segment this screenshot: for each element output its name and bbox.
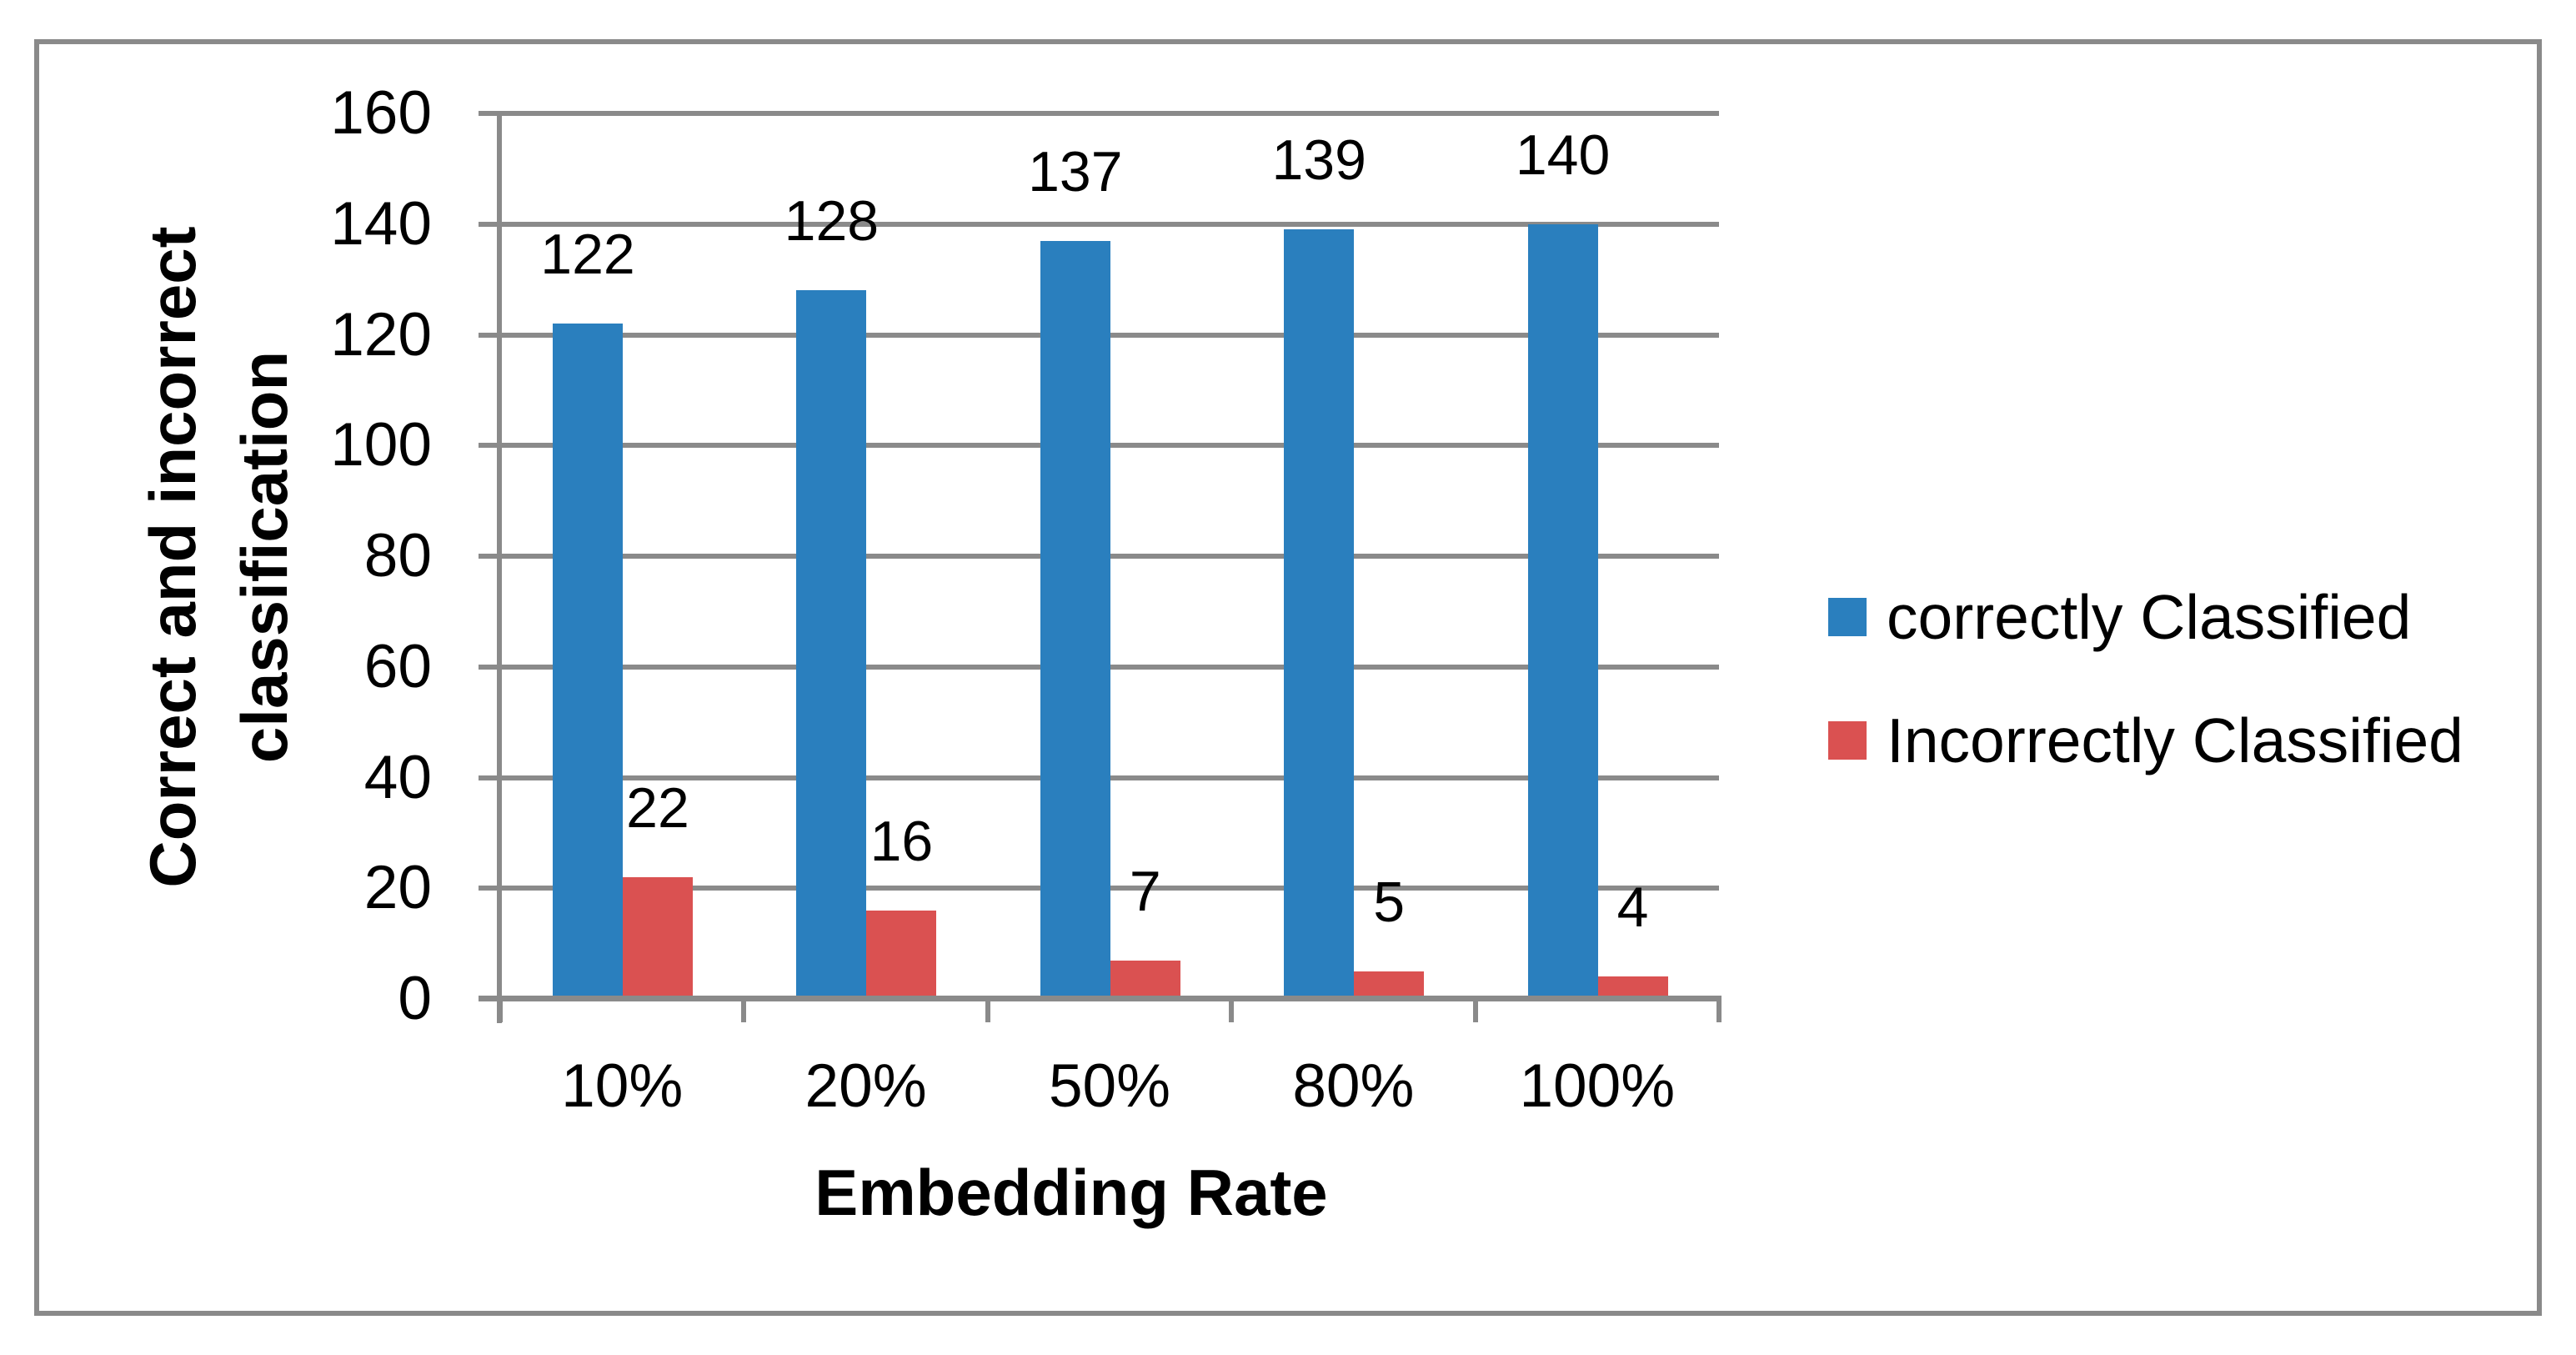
y-tick-label-160: 160 <box>330 79 432 147</box>
legend-label-correctly-classified: correctly Classified <box>1887 582 2412 652</box>
y-tick-label-100: 100 <box>330 411 432 479</box>
x-tick-1 <box>741 996 747 1022</box>
y-tick-60 <box>479 664 500 670</box>
legend-item-incorrectly-classified: Incorrectly Classified <box>1828 702 2463 779</box>
x-tick-3 <box>1229 996 1235 1022</box>
y-tick-160 <box>479 111 500 116</box>
data-label-incorrectly-classified-50%: 7 <box>1129 859 1161 923</box>
bar-incorrectly-classified-80% <box>1354 971 1425 999</box>
bar-correctly-classified-20% <box>796 290 867 999</box>
gridline-140 <box>500 221 1719 227</box>
y-tick-label-120: 120 <box>330 300 432 369</box>
x-tick-5 <box>1716 996 1722 1022</box>
legend-swatch-correctly-classified <box>1828 598 1867 636</box>
y-tick-40 <box>479 775 500 780</box>
bar-incorrectly-classified-100% <box>1597 976 1668 999</box>
x-tick-label-100%: 100% <box>1519 1052 1676 1120</box>
data-label-correctly-classified-100%: 140 <box>1515 123 1611 187</box>
x-tick-4 <box>1472 996 1478 1022</box>
data-label-incorrectly-classified-100%: 4 <box>1616 876 1649 940</box>
x-axis-title: Embedding Rate <box>814 1156 1328 1229</box>
bar-incorrectly-classified-50% <box>1110 960 1180 999</box>
y-tick-label-80: 80 <box>363 522 432 590</box>
x-axis-line <box>479 996 1719 1001</box>
x-tick-label-50%: 50% <box>1048 1052 1171 1120</box>
x-tick-label-80%: 80% <box>1292 1052 1415 1120</box>
data-label-correctly-classified-10%: 122 <box>540 223 635 287</box>
x-tick-2 <box>985 996 990 1022</box>
y-tick-label-0: 0 <box>398 965 432 1032</box>
data-label-incorrectly-classified-10%: 22 <box>626 775 689 840</box>
y-tick-label-20: 20 <box>363 854 432 922</box>
x-tick-label-10%: 10% <box>561 1052 684 1120</box>
legend-swatch-incorrectly-classified <box>1828 721 1867 760</box>
y-tick-140 <box>479 221 500 227</box>
y-axis-line <box>497 111 502 1023</box>
data-label-correctly-classified-20%: 128 <box>784 189 880 253</box>
bar-correctly-classified-10% <box>553 324 623 999</box>
bar-correctly-classified-100% <box>1527 223 1598 999</box>
y-tick-120 <box>479 332 500 338</box>
y-tick-label-140: 140 <box>330 189 432 258</box>
data-label-correctly-classified-80%: 139 <box>1271 128 1366 193</box>
gridline-160 <box>500 111 1719 116</box>
y-tick-100 <box>479 443 500 449</box>
y-tick-80 <box>479 554 500 559</box>
x-tick-label-20%: 20% <box>804 1052 927 1120</box>
data-label-incorrectly-classified-20%: 16 <box>870 809 934 873</box>
data-label-incorrectly-classified-80%: 5 <box>1373 870 1406 934</box>
y-axis-title-line2: classification <box>228 350 301 764</box>
bar-incorrectly-classified-20% <box>866 910 937 999</box>
legend: correctly Classified Incorrectly Classif… <box>1828 579 2463 779</box>
y-tick-label-40: 40 <box>363 743 432 811</box>
bar-correctly-classified-50% <box>1040 240 1110 999</box>
y-tick-20 <box>479 886 500 891</box>
data-label-correctly-classified-50%: 137 <box>1028 139 1123 203</box>
y-tick-label-60: 60 <box>363 632 432 700</box>
legend-label-incorrectly-classified: Incorrectly Classified <box>1887 705 2463 775</box>
bar-incorrectly-classified-10% <box>623 876 693 999</box>
legend-item-correctly-classified: correctly Classified <box>1828 579 2463 655</box>
y-axis-title-line1: Correct and incorrect <box>136 226 209 888</box>
bar-correctly-classified-80% <box>1284 229 1355 999</box>
y-axis-title: Correct and incorrect classification <box>127 0 310 1141</box>
